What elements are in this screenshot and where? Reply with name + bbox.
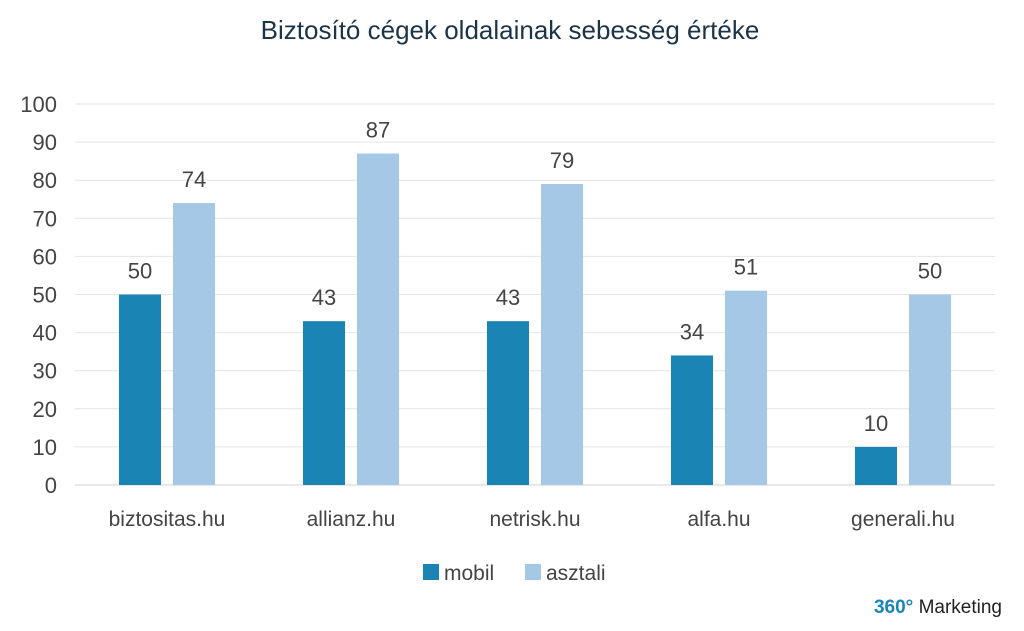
- y-tick-label: 70: [33, 206, 57, 231]
- y-tick-label: 60: [33, 244, 57, 269]
- bar-mobil: [487, 321, 529, 485]
- bar-asztali: [541, 184, 583, 485]
- data-label: 50: [128, 259, 152, 284]
- y-tick-label: 10: [33, 435, 57, 460]
- legend: mobil asztali: [423, 562, 606, 585]
- bars: 50 74 43 87 43 79 34 51 10 50: [119, 118, 951, 485]
- x-tick-label: biztositas.hu: [109, 508, 226, 531]
- data-label: 50: [918, 259, 942, 284]
- y-tick-label: 90: [33, 130, 57, 155]
- x-tick-label: generali.hu: [851, 508, 955, 531]
- data-label: 43: [312, 285, 336, 310]
- y-tick-label: 100: [20, 92, 57, 117]
- data-label: 10: [864, 411, 888, 436]
- y-tick-label: 40: [33, 321, 57, 346]
- data-label: 87: [366, 118, 390, 143]
- y-axis: 0 10 20 30 40 50 60 70 80 90 100: [20, 92, 57, 498]
- chart-title: Biztosító cégek oldalainak sebesség érté…: [261, 15, 760, 45]
- y-tick-label: 80: [33, 168, 57, 193]
- x-tick-label: allianz.hu: [307, 508, 396, 531]
- brand-number: 360°: [873, 597, 914, 618]
- bar-asztali: [725, 290, 767, 485]
- bar-mobil: [671, 355, 713, 485]
- y-tick-label: 0: [45, 473, 57, 498]
- legend-label-mobil: mobil: [444, 562, 494, 585]
- data-label: 79: [550, 148, 574, 173]
- legend-swatch-mobil: [423, 564, 439, 580]
- bar-asztali: [173, 203, 215, 485]
- y-tick-label: 50: [33, 283, 57, 308]
- bar-mobil: [119, 294, 161, 485]
- bar-mobil: [855, 446, 897, 485]
- bar-asztali: [909, 294, 951, 485]
- data-label: 34: [680, 319, 704, 344]
- brand-logo: 360° Marketing: [874, 597, 1002, 619]
- legend-label-asztali: asztali: [546, 562, 606, 585]
- gridlines: [75, 103, 995, 486]
- y-tick-label: 30: [33, 359, 57, 384]
- data-label: 43: [496, 285, 520, 310]
- data-label: 74: [182, 167, 206, 192]
- bar-asztali: [357, 153, 399, 485]
- x-tick-label: netrisk.hu: [489, 508, 580, 531]
- data-label: 51: [734, 255, 758, 280]
- brand-text: Marketing: [913, 597, 1002, 618]
- x-tick-label: alfa.hu: [687, 508, 750, 531]
- bar-mobil: [303, 321, 345, 485]
- x-axis: biztositas.hu allianz.hu netrisk.hu alfa.hu…: [109, 508, 955, 531]
- y-tick-label: 20: [33, 397, 57, 422]
- legend-swatch-asztali: [525, 564, 541, 580]
